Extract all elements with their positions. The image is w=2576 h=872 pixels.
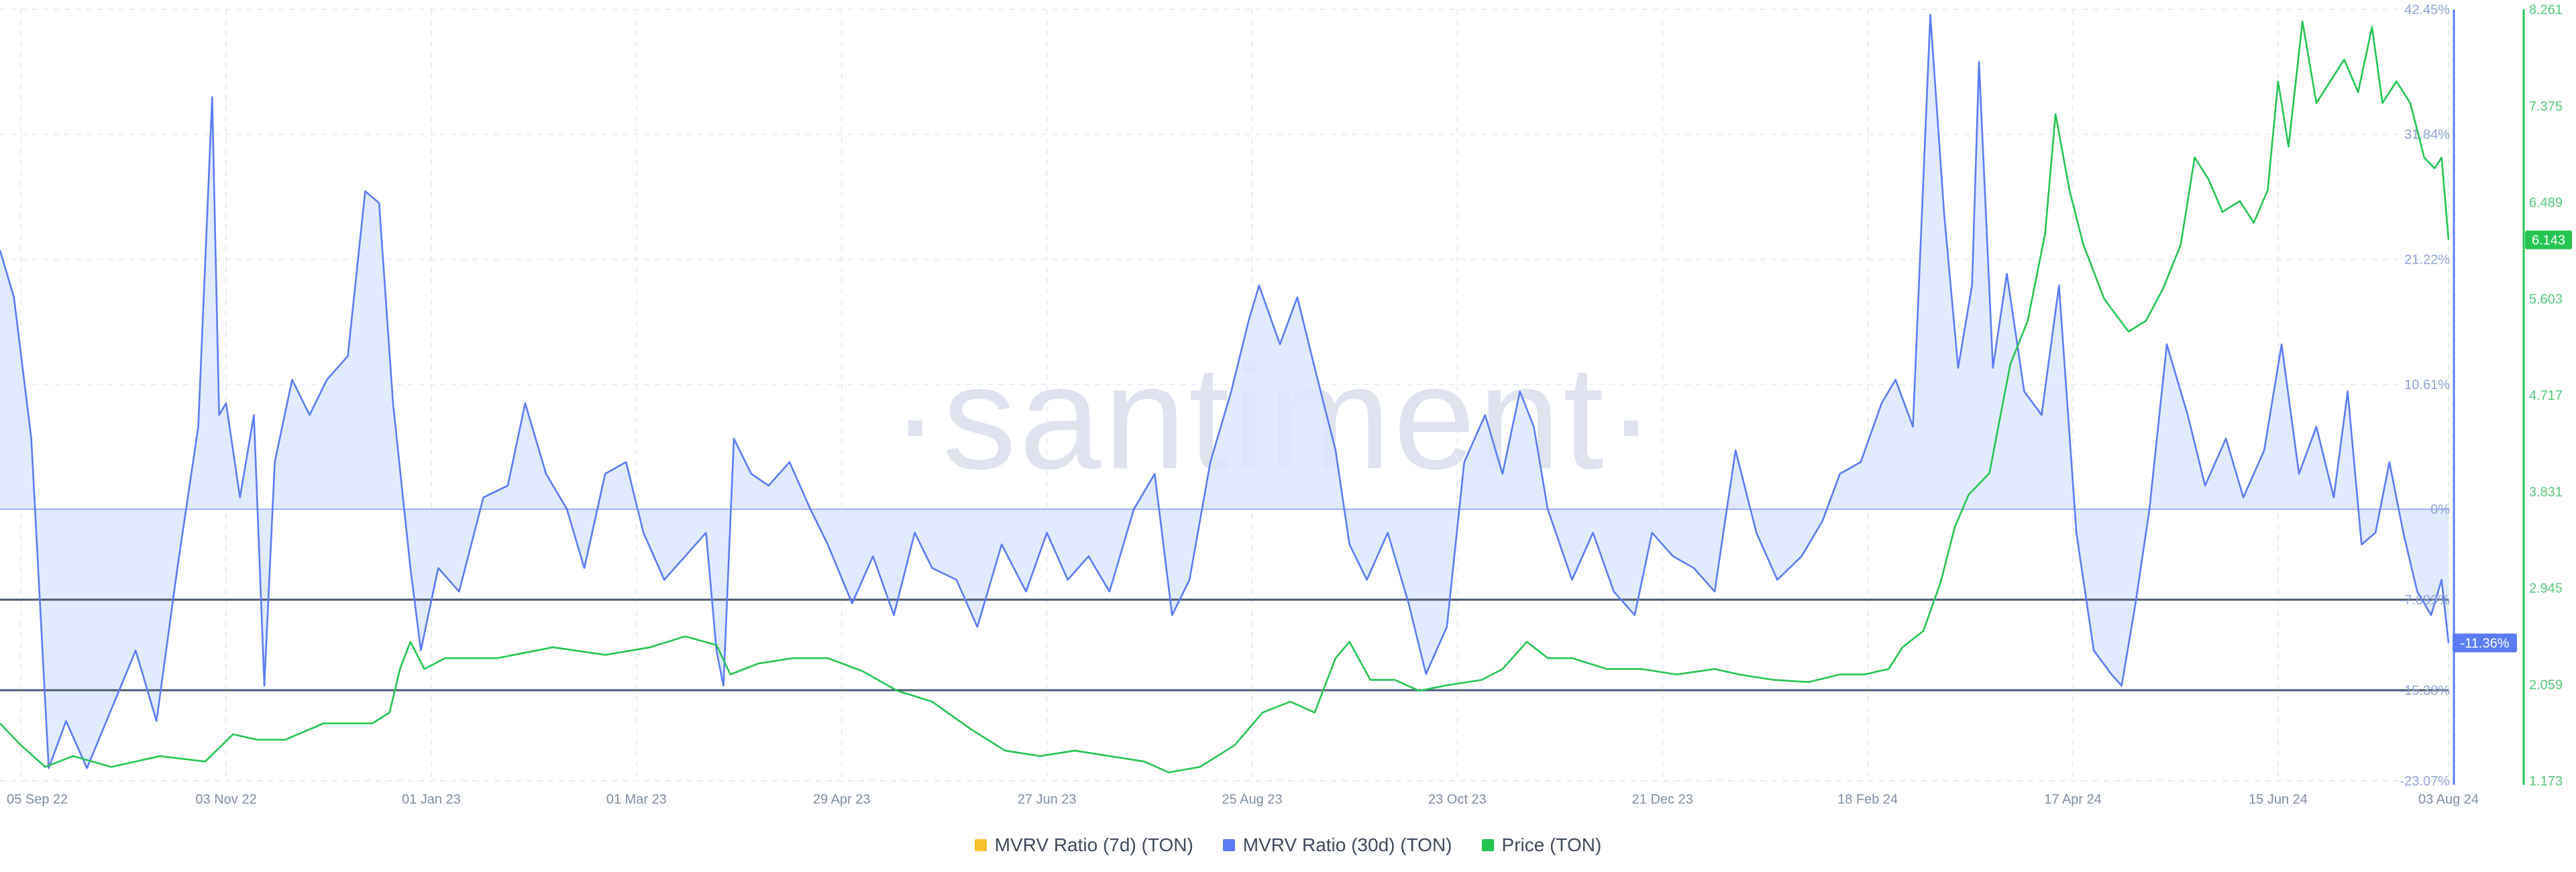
legend: MVRV Ratio (7d) (TON) MVRV Ratio (30d) (… bbox=[0, 826, 2576, 864]
legend-swatch-price bbox=[1481, 839, 1494, 851]
x-tick-label: 21 Dec 23 bbox=[1632, 792, 1693, 807]
y-right-tick-label: 3.831 bbox=[2529, 485, 2563, 500]
mvrv-30d-line bbox=[0, 13, 2450, 769]
mvrv-current-value: -11.36% bbox=[2460, 636, 2509, 651]
price-current-value: 6.143 bbox=[2532, 233, 2565, 248]
y-right-tick-label: 1.173 bbox=[2529, 774, 2563, 789]
x-tick-label: 05 Sep 22 bbox=[7, 792, 68, 807]
y-left-tick-label: -7.689% bbox=[2400, 593, 2451, 608]
y-right-tick-label: 2.945 bbox=[2529, 582, 2563, 596]
price-current-badge bbox=[2525, 230, 2572, 250]
legend-item-price[interactable]: Price (TON) bbox=[1481, 834, 1602, 856]
y-right-tick-label: 8.261 bbox=[2529, 3, 2563, 17]
y-right-tick-label: 7.375 bbox=[2529, 99, 2563, 114]
x-tick-label: 03 Nov 22 bbox=[195, 792, 256, 807]
legend-item-mvrv-30d[interactable]: MVRV Ratio (30d) (TON) bbox=[1222, 834, 1452, 856]
x-tick-label: 17 Apr 24 bbox=[2044, 792, 2102, 807]
y-left-tick-label: 10.61% bbox=[2404, 378, 2450, 392]
x-tick-label: 23 Oct 23 bbox=[1428, 792, 1487, 807]
legend-swatch-mvrv-30d bbox=[1222, 839, 1235, 851]
y-left-tick-label: 31.84% bbox=[2404, 127, 2450, 142]
mvrv-30d-area bbox=[0, 14, 2449, 769]
x-tick-label: 18 Feb 24 bbox=[1837, 792, 1898, 807]
x-tick-label: 29 Apr 23 bbox=[813, 792, 871, 807]
legend-label-mvrv-7d: MVRV Ratio (7d) (TON) bbox=[994, 834, 1193, 855]
y-left-tick-label: -23.07% bbox=[2400, 774, 2451, 789]
y-left-tick-label: 0% bbox=[2430, 502, 2450, 517]
x-tick-label: 01 Mar 23 bbox=[606, 792, 667, 807]
y-right-tick-label: 4.717 bbox=[2529, 388, 2563, 403]
x-tick-label: 15 Jun 24 bbox=[2249, 792, 2308, 807]
mvrv-current-badge bbox=[2453, 633, 2517, 653]
price-line bbox=[0, 20, 2450, 773]
legend-label-price: Price (TON) bbox=[1501, 834, 1602, 855]
x-tick-label: 01 Jan 23 bbox=[402, 792, 461, 807]
x-tick-label: 03 Aug 24 bbox=[2418, 792, 2479, 807]
y-left-tick-label: 21.22% bbox=[2404, 253, 2450, 268]
y-right-tick-label: 6.489 bbox=[2529, 196, 2563, 211]
y-left-tick-label: -15.38% bbox=[2400, 684, 2451, 698]
x-tick-label: 27 Jun 23 bbox=[1018, 792, 1077, 807]
y-right-tick-label: 5.603 bbox=[2529, 292, 2563, 307]
y-right-tick-label: 2.059 bbox=[2529, 677, 2563, 692]
legend-swatch-mvrv-7d bbox=[974, 839, 987, 851]
x-tick-label: 25 Aug 23 bbox=[1222, 792, 1282, 807]
legend-label-mvrv-30d: MVRV Ratio (30d) (TON) bbox=[1242, 834, 1452, 855]
y-left-tick-label: 42.45% bbox=[2404, 3, 2450, 17]
legend-item-mvrv-7d[interactable]: MVRV Ratio (7d) (TON) bbox=[974, 834, 1193, 856]
